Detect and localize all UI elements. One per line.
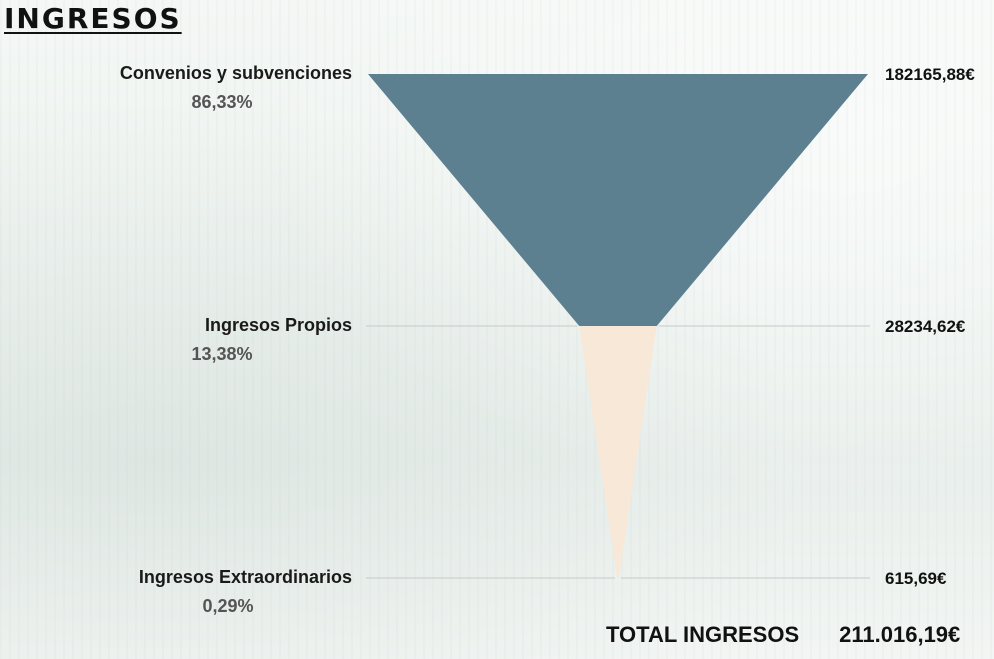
stage-label-2: Ingresos Propios [205,315,352,335]
total-value: 211.016,19€ [839,622,961,647]
stage-value-3: 615,69€ [885,569,947,588]
funnel-stage-2 [579,326,657,578]
funnel-stage-1 [368,74,868,326]
total-row: TOTAL INGRESOS 211.016,19€ [606,622,960,648]
stage-percent-2: 13,38% [191,344,252,364]
stage-percent-1: 86,33% [191,92,252,112]
page-title: INGRESOS [4,2,182,35]
stage-value-1: 182165,88€ [885,65,975,84]
stage-percent-3: 0,29% [202,596,253,616]
stage-value-2: 28234,62€ [885,317,966,336]
stage-label-3: Ingresos Extraordinarios [139,567,352,587]
total-label: TOTAL INGRESOS [606,622,800,647]
stage-label-1: Convenios y subvenciones [120,63,352,83]
